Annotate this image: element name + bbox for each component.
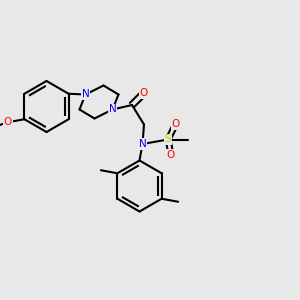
Text: N: N (109, 104, 116, 115)
Text: S: S (165, 134, 171, 145)
Text: N: N (139, 139, 146, 149)
Text: O: O (4, 117, 12, 127)
Text: O: O (167, 149, 175, 160)
Text: O: O (171, 119, 180, 130)
Text: O: O (140, 88, 148, 98)
Text: N: N (82, 89, 89, 100)
